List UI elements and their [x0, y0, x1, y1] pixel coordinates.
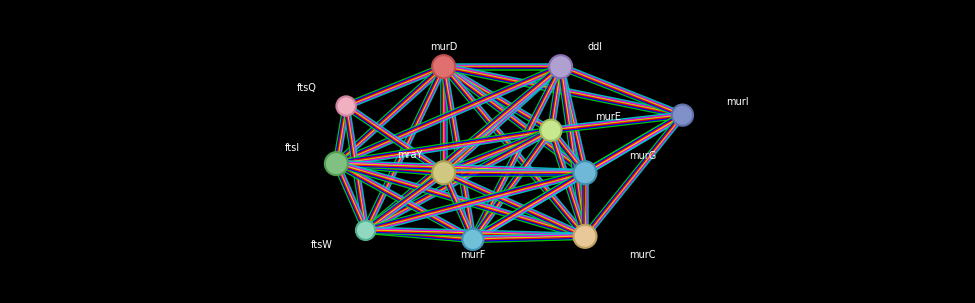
- Text: ftsQ: ftsQ: [297, 83, 317, 93]
- Circle shape: [325, 152, 348, 175]
- Circle shape: [540, 120, 562, 141]
- Circle shape: [672, 105, 693, 126]
- Text: murD: murD: [430, 42, 457, 52]
- Text: murE: murE: [595, 112, 621, 122]
- Text: murI: murI: [726, 96, 749, 107]
- Text: ftsW: ftsW: [311, 240, 332, 251]
- Circle shape: [573, 161, 597, 184]
- Text: murG: murG: [629, 151, 656, 161]
- Text: mraY: mraY: [397, 149, 422, 160]
- Text: murF: murF: [460, 249, 486, 260]
- Text: murC: murC: [629, 249, 655, 260]
- Text: ftsI: ftsI: [285, 143, 300, 154]
- Circle shape: [462, 229, 484, 250]
- Circle shape: [432, 161, 455, 184]
- Circle shape: [573, 225, 597, 248]
- Circle shape: [549, 55, 572, 78]
- Circle shape: [336, 96, 356, 116]
- Circle shape: [432, 55, 455, 78]
- Circle shape: [356, 221, 375, 240]
- Text: ddl: ddl: [587, 42, 603, 52]
